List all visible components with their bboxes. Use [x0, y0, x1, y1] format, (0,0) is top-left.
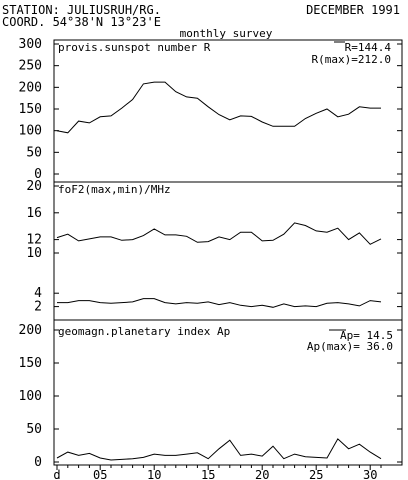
- ytick-label: 150: [19, 102, 42, 117]
- series-line-1: [56, 81, 381, 134]
- xtick-label: 15: [201, 468, 215, 480]
- x-axis: d 05 10 15 20 25 30: [53, 465, 382, 480]
- ytick-label: 50: [26, 422, 42, 437]
- series-line-1: [56, 222, 382, 245]
- ytick-label: 0: [34, 167, 42, 182]
- date-label: DECEMBER 1991: [306, 3, 400, 17]
- ytick-label: 20: [26, 179, 42, 194]
- ytick-label: 200: [19, 323, 42, 338]
- panel-ap-series: [56, 438, 382, 461]
- xtick-label: 10: [147, 468, 161, 480]
- panel-fof2-title: foF2(max,min)/MHz: [58, 183, 171, 196]
- ytick-label: 50: [26, 145, 42, 160]
- ytick-label: 12: [26, 233, 42, 248]
- xtick-label: 30: [363, 468, 377, 480]
- xtick-label: 25: [309, 468, 323, 480]
- ytick-label: 300: [19, 37, 42, 52]
- ytick-label: 10: [26, 246, 42, 261]
- panel-sunspot-yticks: 0 50 100 150 200 250 300: [19, 37, 402, 182]
- series-line-2: [57, 298, 382, 308]
- ytick-label: 4: [34, 286, 42, 301]
- panel-ap-frame: [53, 319, 403, 466]
- ytick-label: 250: [19, 59, 42, 74]
- station-label: STATION: JULIUSRUH/RG.: [2, 3, 161, 17]
- sunspot-mean-stat: R=144.4: [345, 41, 392, 54]
- panel-ap-yticks: 0 50 100 150 200: [19, 323, 402, 470]
- ytick-label: 150: [19, 356, 42, 371]
- ytick-label: 16: [26, 206, 42, 221]
- ap-max-stat: Ap(max)= 36.0: [307, 340, 393, 353]
- panel-ap-title: geomagn.planetary index Ap: [58, 325, 230, 338]
- ytick-label: 2: [34, 300, 42, 315]
- ytick-label: 100: [19, 124, 42, 139]
- ap-mean-stat: Ap= 14.5: [340, 329, 393, 342]
- xtick-label: 05: [93, 468, 107, 480]
- ytick-label: 0: [34, 455, 42, 470]
- ytick-label: 100: [19, 389, 42, 404]
- xtick-label: d: [53, 468, 60, 480]
- panel-sunspot: provis.sunspot number R R=144.4 R(max)=2…: [19, 37, 403, 183]
- panel-fof2-series: [56, 222, 382, 308]
- ytick-label: 200: [19, 80, 42, 95]
- panel-sunspot-title: provis.sunspot number R: [58, 41, 211, 54]
- coordinates-label: COORD. 54°38'N 13°23'E: [2, 15, 161, 29]
- survey-label: monthly survey: [180, 27, 273, 40]
- panel-fof2-frame: [53, 181, 403, 321]
- panel-ap: geomagn.planetary index Ap Ap= 14.5 Ap(m…: [19, 319, 403, 470]
- series-line-1: [56, 438, 382, 461]
- panel-sunspot-series: [56, 81, 381, 134]
- sunspot-max-stat: R(max)=212.0: [312, 53, 391, 66]
- xtick-label: 20: [255, 468, 269, 480]
